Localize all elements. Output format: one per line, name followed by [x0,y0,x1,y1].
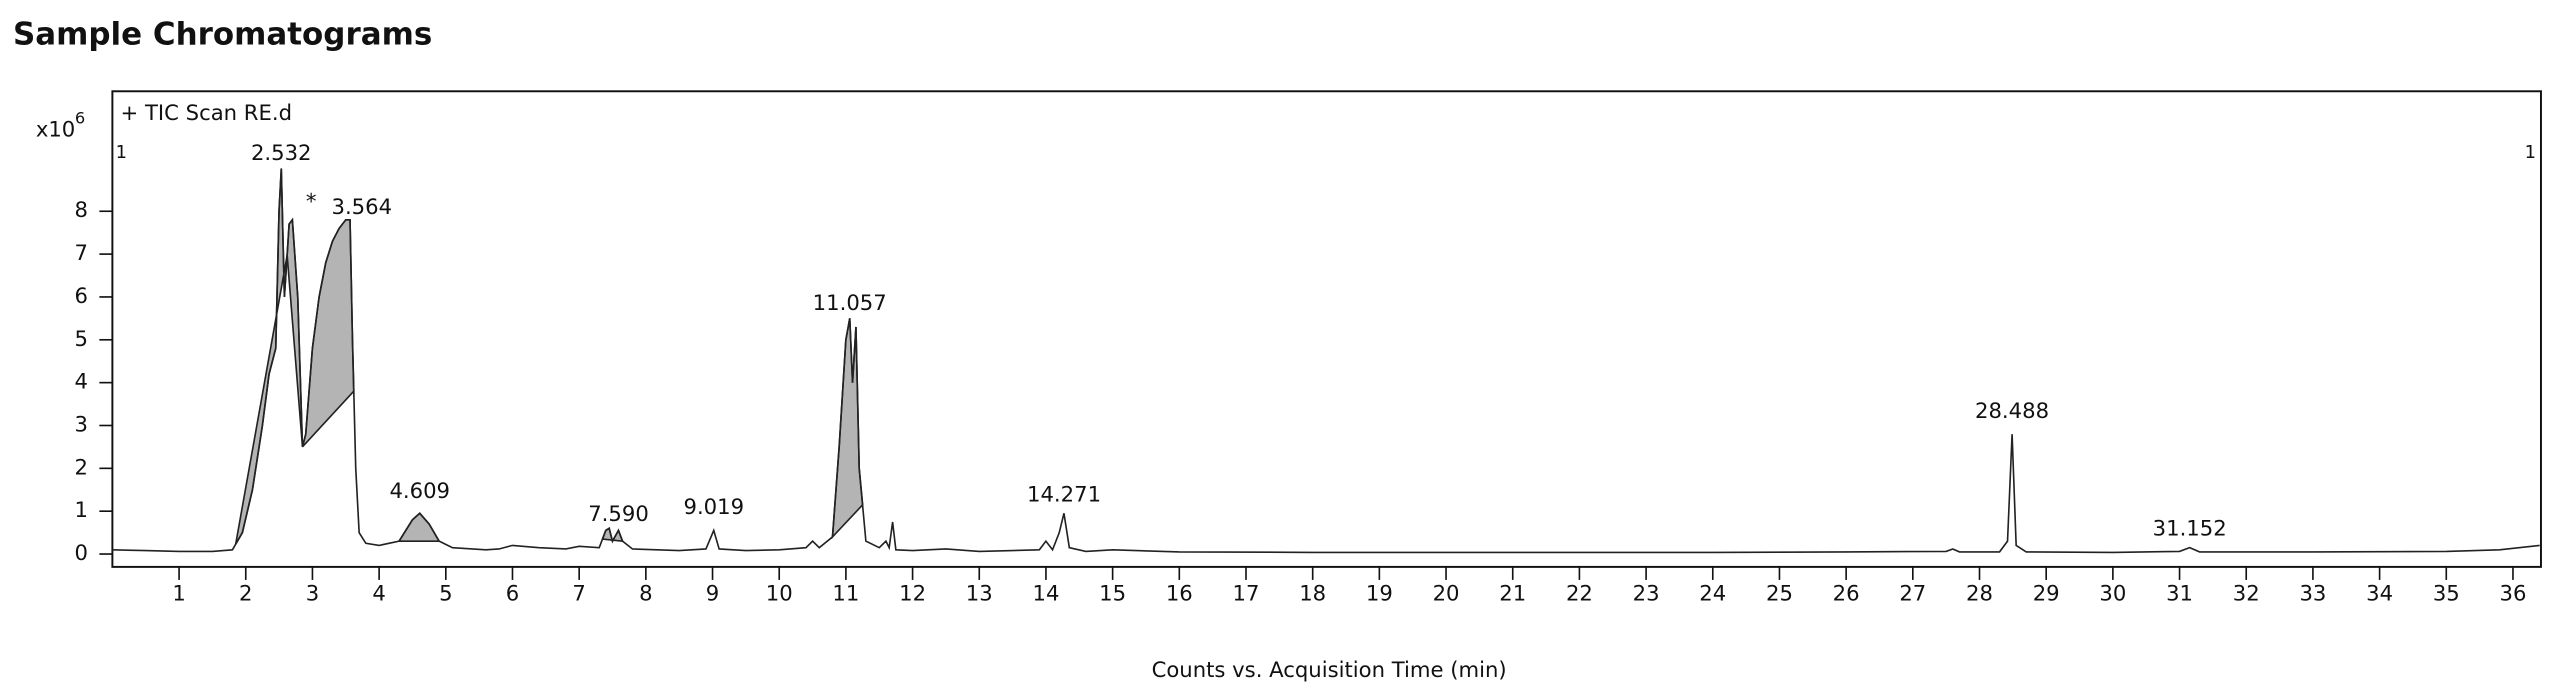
x-tick-label: 22 [1566,581,1593,606]
y-tick-label: 8 [74,197,87,222]
range-marker: 1 [2525,142,2536,163]
x-tick-label: 32 [2233,581,2260,606]
y-tick-label: 2 [74,454,87,479]
x-tick-label: 30 [2099,581,2126,606]
y-tick-label: 5 [74,326,87,351]
x-tick-label: 23 [1633,581,1660,606]
x-tick-label: 35 [2433,581,2460,606]
trace-label: + TIC Scan RE.d [121,100,293,125]
peak-label: 11.057 [813,290,887,315]
y-unit-base: x10 [36,116,75,141]
trace-line [112,168,2540,554]
range-marker: 1 [116,142,127,163]
x-tick-label: 20 [1433,581,1460,606]
x-tick-label: 13 [966,581,993,606]
peak-label: 7.590 [588,501,649,526]
y-unit-exponent: 6 [75,108,85,127]
x-tick-label: 7 [572,581,585,606]
x-tick-label: 2 [239,581,252,606]
x-tick-label: 25 [1766,581,1793,606]
peak-label: 4.609 [389,478,450,503]
x-tick-label: 9 [706,581,719,606]
y-tick-label: 4 [74,369,87,394]
x-tick-label: 4 [372,581,385,606]
x-tick-label: 6 [506,581,519,606]
peak-label: * [306,189,317,214]
x-tick-label: 12 [899,581,926,606]
peak-label: 14.271 [1027,481,1101,506]
y-tick-label: 1 [74,497,87,522]
x-tick-label: 24 [1699,581,1726,606]
y-tick-label: 7 [74,240,87,265]
x-tick-label: 10 [766,581,793,606]
x-tick-label: 17 [1233,581,1260,606]
x-tick-label: 15 [1099,581,1126,606]
x-tick-label: 28 [1966,581,1993,606]
x-tick-label: 11 [832,581,859,606]
x-tick-label: 3 [306,581,319,606]
x-tick-label: 8 [639,581,652,606]
peak-label: 2.532 [251,140,312,165]
x-tick-label: 18 [1299,581,1326,606]
x-tick-label: 33 [2299,581,2326,606]
x-tick-label: 26 [1833,581,1860,606]
peak-label: 9.019 [684,494,745,519]
peak-label: 31.152 [2153,516,2227,541]
x-tick-label: 27 [1899,581,1926,606]
y-tick-label: 0 [74,540,87,565]
y-tick-label: 3 [74,411,87,436]
peak-label: 3.564 [331,194,392,219]
chart-title: Sample Chromatograms [13,16,432,52]
x-tick-label: 1 [172,581,185,606]
x-tick-label: 14 [1032,581,1059,606]
x-tick-label: 34 [2366,581,2393,606]
peak-label: 28.488 [1975,398,2049,423]
x-tick-label: 16 [1166,581,1193,606]
x-axis-label: Counts vs. Acquisition Time (min) [1152,657,1507,682]
plot-frame [111,90,2542,568]
x-tick-label: 19 [1366,581,1393,606]
y-tick-label: 6 [74,283,87,308]
x-tick-label: 36 [2500,581,2527,606]
x-tick-label: 21 [1499,581,1526,606]
integrated-region [397,512,441,542]
x-tick-label: 29 [2033,581,2060,606]
x-tick-label: 5 [439,581,452,606]
x-tick-label: 31 [2166,581,2193,606]
